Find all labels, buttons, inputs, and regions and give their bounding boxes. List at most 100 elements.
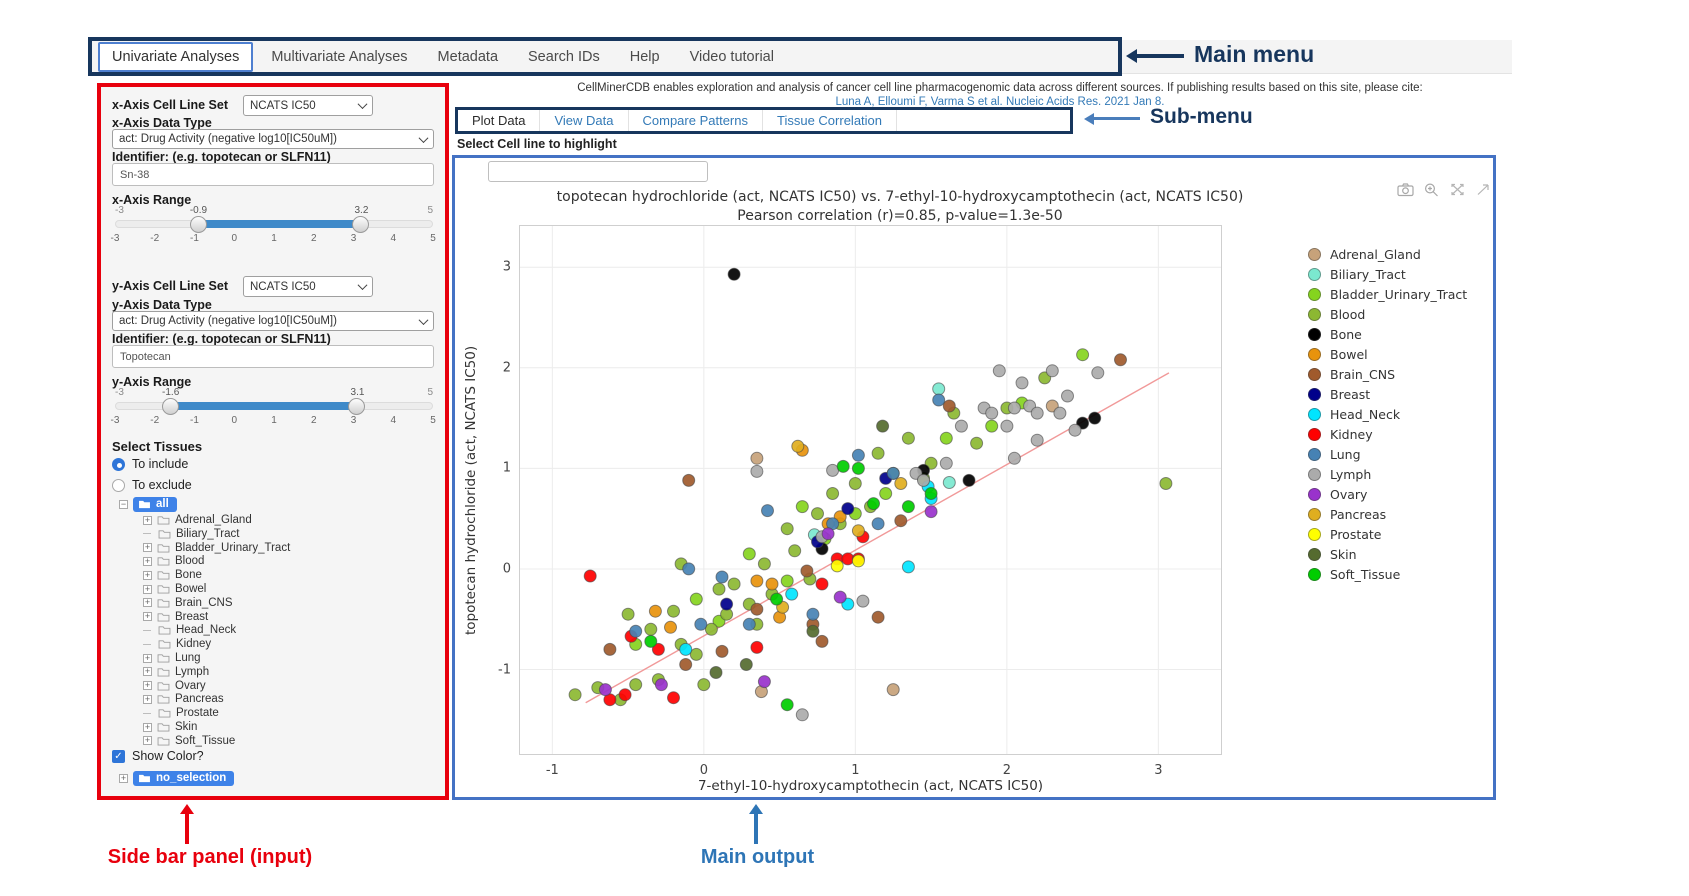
slider-track[interactable] [115,398,433,415]
main-menu-tabs: Univariate Analyses Multivariate Analyses… [92,41,1118,72]
legend-item-lymph[interactable]: Lymph [1308,464,1467,484]
legend-item-bowel[interactable]: Bowel [1308,344,1467,364]
tree-node-lymph[interactable]: + Lymph [143,666,209,678]
main-menu-tab-help[interactable]: Help [629,48,660,65]
main-menu-tab-metadata[interactable]: Metadata [437,48,499,65]
expand-icon[interactable]: + [143,652,152,663]
tissue-radio-to-exclude[interactable]: To exclude [112,478,192,492]
legend-item-biliary_tract[interactable]: Biliary_Tract [1308,264,1467,284]
tree-node-kidney[interactable]: Kidney [143,638,211,650]
legend-item-breast[interactable]: Breast [1308,384,1467,404]
sub-menu-tab-tissue-correlation[interactable]: Tissue Correlation [763,110,898,131]
legend-item-head_neck[interactable]: Head_Neck [1308,404,1467,424]
citation-link[interactable]: Luna A, Elloumi F, Varma S et al. Nuclei… [835,96,1165,108]
tree-node-pancreas[interactable]: + Pancreas [143,693,224,705]
x-axis-identifier-input[interactable] [112,163,434,186]
data-point-ovary [833,590,847,604]
legend-item-ovary[interactable]: Ovary [1308,484,1467,504]
legend-item-pancreas[interactable]: Pancreas [1308,504,1467,524]
tree-node-soft_tissue[interactable]: + Soft_Tissue [143,735,235,747]
main-menu-tab-univariate-analyses[interactable]: Univariate Analyses [98,41,254,72]
all-chip[interactable]: all [133,497,177,512]
data-point-blood [970,436,984,450]
no-selection-chip[interactable]: no_selection [133,771,235,786]
tree-node-breast[interactable]: + Breast [143,611,208,623]
main-menu-tab-multivariate-analyses[interactable]: Multivariate Analyses [271,48,408,65]
expand-icon[interactable]: + [143,735,152,746]
y-axis-range-slider[interactable]: -3 -1.6 3.1 5 -3 -2 -1 0 1 2 3 4 5 [111,387,436,427]
radio-selected-icon[interactable] [112,457,125,471]
sub-menu-tab-plot-data[interactable]: Plot Data [458,110,541,131]
main-menu-tab-search-ids[interactable]: Search IDs [528,48,600,65]
folder-icon [157,543,170,553]
y-axis-cell-line-set-select[interactable]: NCATS IC50 [243,276,373,297]
expand-icon[interactable]: + [143,555,152,566]
tree-node-adrenal_gland[interactable]: + Adrenal_Gland [143,514,252,526]
tree-node-brain_cns[interactable]: + Brain_CNS [143,597,233,609]
y-axis-data-type-select[interactable]: act: Drug Activity (negative log10[IC50u… [112,311,434,331]
legend-item-bone[interactable]: Bone [1308,324,1467,344]
expand-icon[interactable]: + [119,773,128,783]
tree-node-skin[interactable]: + Skin [143,721,197,733]
x-axis-range-slider[interactable]: -3 -0.9 3.2 5 -3 -2 -1 0 1 2 3 4 5 [111,205,436,245]
tree-node-blood[interactable]: + Blood [143,555,204,567]
slider-track[interactable] [115,216,433,233]
tree-node-no-selection[interactable]: + no_selection [119,771,235,786]
legend-item-blood[interactable]: Blood [1308,304,1467,324]
legend-item-soft_tissue[interactable]: Soft_Tissue [1308,564,1467,584]
legend-item-skin[interactable]: Skin [1308,544,1467,564]
citation: CellMinerCDB enables exploration and ana… [455,82,1545,108]
slider-handle-low[interactable] [162,398,180,415]
legend-item-prostate[interactable]: Prostate [1308,524,1467,544]
expand-icon[interactable]: + [143,583,152,594]
tree-node-prostate[interactable]: Prostate [143,707,219,719]
legend-label: Brain_CNS [1330,366,1396,382]
autoscale-icon[interactable] [1449,182,1466,197]
expand-icon[interactable]: + [143,693,152,704]
slider-handle-low[interactable] [189,216,207,233]
radio-unselected-icon[interactable] [112,478,125,492]
tree-node-ovary[interactable]: + Ovary [143,680,206,692]
scatter-plot[interactable]: -1 0 1 2 3 -1 0 1 2 3 [498,225,1222,778]
y-axis-identifier-input[interactable] [112,345,434,368]
expand-icon[interactable]: + [143,721,152,732]
tree-node-lung[interactable]: + Lung [143,652,201,664]
tree-node-bladder_urinary_tract[interactable]: + Bladder_Urinary_Tract [143,542,290,554]
slider-handle-high[interactable] [347,398,365,415]
data-point-lung [932,393,946,407]
legend-item-bladder_urinary_tract[interactable]: Bladder_Urinary_Tract [1308,284,1467,304]
reset-axes-icon[interactable] [1475,182,1492,197]
tree-node-bowel[interactable]: + Bowel [143,583,206,595]
expand-icon[interactable]: + [143,680,152,691]
legend-item-kidney[interactable]: Kidney [1308,424,1467,444]
camera-icon[interactable] [1397,182,1414,197]
expand-icon[interactable]: + [143,666,152,677]
expand-icon[interactable]: + [143,597,152,608]
cell-line-highlight-input[interactable] [488,161,708,182]
expand-icon[interactable]: + [143,569,152,580]
checkbox-checked-icon[interactable]: ✓ [112,749,125,763]
x-axis-cell-line-set-select[interactable]: NCATS IC50 [243,95,373,116]
tree-node-head_neck[interactable]: Head_Neck [143,624,236,636]
data-point-kidney [651,642,665,656]
tissue-radio-to-include[interactable]: To include [112,457,188,471]
legend-item-adrenal_gland[interactable]: Adrenal_Gland [1308,244,1467,264]
tree-node-all[interactable]: − all [119,497,177,512]
slider-handle-high[interactable] [351,216,369,233]
show-color-checkbox-row[interactable]: ✓ Show Color? [112,749,204,763]
legend-item-lung[interactable]: Lung [1308,444,1467,464]
plot-area[interactable] [519,225,1222,755]
tree-node-bone[interactable]: + Bone [143,569,202,581]
expand-icon[interactable]: + [143,514,152,525]
tree-node-biliary_tract[interactable]: Biliary_Tract [143,528,239,540]
zoom-icon[interactable] [1423,182,1440,197]
sub-menu-tab-view-data[interactable]: View Data [540,110,629,131]
data-point-blood [788,544,802,558]
main-menu-tab-video-tutorial[interactable]: Video tutorial [689,48,774,65]
x-axis-data-type-select[interactable]: act: Drug Activity (negative log10[IC50u… [112,129,434,149]
sub-menu-tab-compare-patterns[interactable]: Compare Patterns [629,110,763,131]
expand-icon[interactable]: + [143,611,152,622]
expand-icon[interactable]: + [143,542,152,553]
legend-item-brain_cns[interactable]: Brain_CNS [1308,364,1467,384]
collapse-icon[interactable]: − [119,499,128,509]
